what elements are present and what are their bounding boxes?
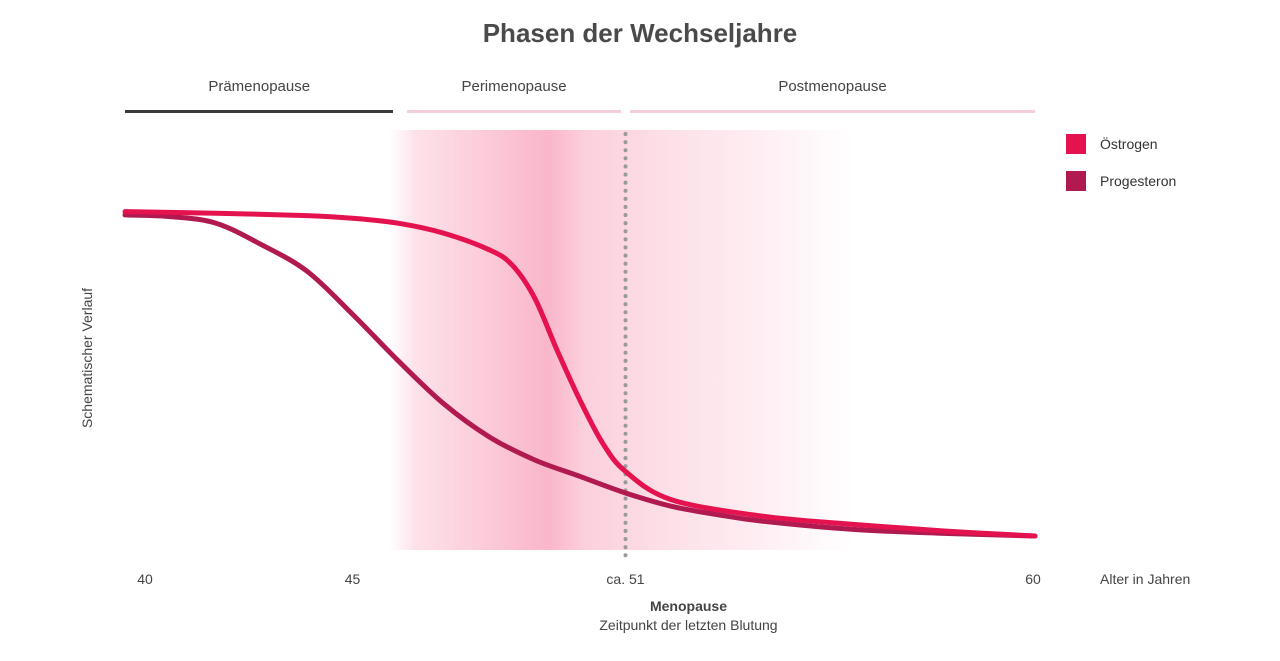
phase-bar-postmenopause	[630, 110, 1035, 113]
menopause-annotation-title: Menopause	[649, 598, 727, 614]
x-axis-label: Alter in Jahren	[1100, 571, 1191, 587]
menopause-annotation-subtitle: Zeitpunkt der letzten Blutung	[599, 617, 778, 633]
series-line-oestrogen	[122, 209, 1038, 539]
x-tick-label: 60	[1025, 571, 1041, 587]
phase-label-postmenopause: Postmenopause	[778, 78, 887, 95]
y-axis-label: Schematischer Verlauf	[79, 287, 95, 429]
phase-label-perimenopause: Perimenopause	[461, 78, 567, 95]
phase-bar-perimenopause	[407, 110, 621, 113]
legend-label-progesteron: Progesteron	[1100, 173, 1177, 189]
legend-swatch-oestrogen	[1066, 134, 1086, 154]
x-tick-label: 45	[344, 571, 361, 587]
legend-swatch-progesteron	[1066, 171, 1086, 191]
x-tick-label: 40	[137, 571, 153, 587]
legend-label-oestrogen: Östrogen	[1100, 136, 1158, 152]
phase-label-praemenopause: Prämenopause	[208, 78, 311, 95]
legend-item-progesteron: Progesteron	[1066, 171, 1176, 191]
phase-bar-praemenopause	[125, 110, 394, 113]
legend-item-oestrogen: Östrogen	[1066, 134, 1158, 154]
series-line-progesteron	[122, 212, 1038, 539]
x-tick-label: ca. 51	[606, 571, 645, 587]
chart-title: Phasen der Wechseljahre	[482, 18, 798, 48]
perimenopause-shaded-region	[388, 130, 853, 550]
